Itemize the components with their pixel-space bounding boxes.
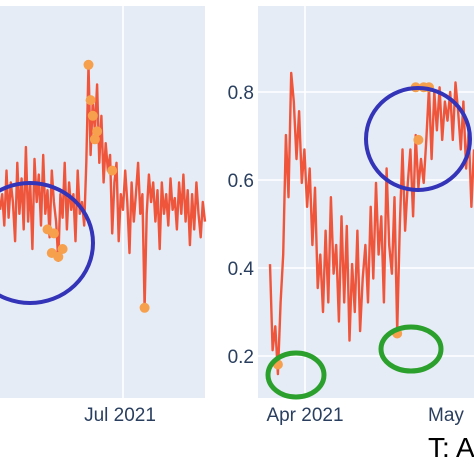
right-green-highlight-circle-low <box>265 350 327 400</box>
right-series-line <box>268 71 474 376</box>
left-blue-highlight-circle <box>0 181 95 305</box>
right-green-highlight-circle-mid <box>378 324 444 374</box>
left-anomaly-point-4 <box>57 244 68 254</box>
left-anomaly-point-5 <box>83 59 94 70</box>
left-anomaly-point-2 <box>48 228 59 239</box>
right-plot-background <box>258 6 474 398</box>
right-blue-highlight-circle <box>364 86 472 192</box>
right-series-layer <box>268 71 474 376</box>
right-panel: 0.8 0.6 0.4 0.2 Apr 2021 May <box>228 6 474 426</box>
left-anomaly-point-11 <box>139 302 150 313</box>
left-anomaly-point-6 <box>85 95 96 106</box>
left-anomaly-point-9 <box>92 126 103 137</box>
left-marker-layer <box>42 59 150 313</box>
right-x-tick-label-apr: Apr 2021 <box>266 405 343 426</box>
right-y-tick-label-0.4: 0.4 <box>228 259 255 280</box>
left-anomaly-point-8 <box>89 134 100 145</box>
left-anomaly-point-10 <box>107 165 118 176</box>
left-series-line <box>0 63 207 309</box>
right-y-tick-label-0.2: 0.2 <box>228 347 254 368</box>
left-x-tick-label-jul: Jul 2021 <box>84 405 156 426</box>
right-anomaly-point-3 <box>413 134 424 145</box>
left-anomaly-point-7 <box>87 110 98 121</box>
left-anomaly-point-3 <box>53 251 64 262</box>
left-panel: Jul 2021 <box>0 6 207 426</box>
right-y-tick-label-0.6: 0.6 <box>228 171 254 192</box>
left-series-layer <box>0 63 207 309</box>
right-x-tick-label-may: May <box>428 405 464 426</box>
right-y-tick-label-0.8: 0.8 <box>228 83 254 104</box>
figure-caption: T: A <box>428 432 474 463</box>
